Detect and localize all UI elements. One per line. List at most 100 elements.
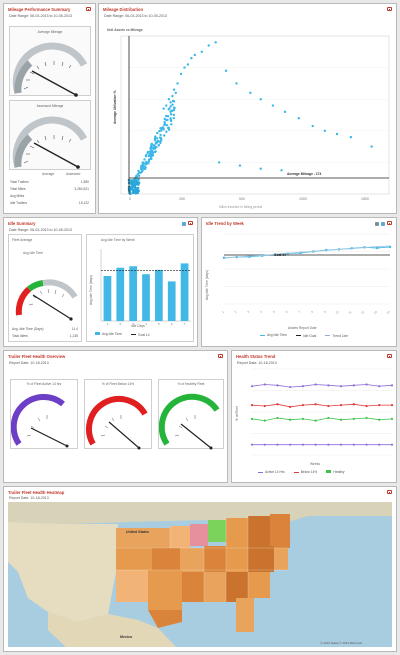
x-axis-caption: Miles traveled in billing period xyxy=(219,205,263,209)
health-point xyxy=(390,417,394,420)
x-tick: 3 xyxy=(132,322,134,326)
scatter-point xyxy=(143,165,147,169)
scatter-point xyxy=(163,134,166,137)
stat-label: Idle Trailers xyxy=(10,201,28,205)
x-tick: 7 xyxy=(297,310,301,314)
scatter-point xyxy=(176,82,179,85)
health-point xyxy=(301,443,305,446)
legend-item: Idle Goal xyxy=(296,334,316,338)
export-icon[interactable] xyxy=(387,7,392,11)
gauge-label: Average Mileage xyxy=(37,30,63,34)
scatter-point xyxy=(335,132,339,136)
health-point xyxy=(339,404,343,407)
export-icon[interactable] xyxy=(387,490,392,494)
scatter-point xyxy=(200,50,203,53)
x-tick: 1 xyxy=(221,310,225,314)
health-trend-chart xyxy=(250,368,394,456)
scatter-point xyxy=(323,129,327,132)
health-point xyxy=(263,404,266,408)
export-icon[interactable] xyxy=(387,221,392,225)
idle-bar-chart-box: Avg Idle Time by Week 1 2 3 4 5 6 7 Avg Idle T… xyxy=(86,234,194,342)
assessed-mileage-gauge: Assessed Mileage xyxy=(9,100,91,170)
scatter-point xyxy=(153,137,157,140)
health-point xyxy=(289,443,292,446)
legend-label: Healthy xyxy=(333,469,345,474)
health-point xyxy=(339,385,343,388)
health-point xyxy=(327,384,330,387)
gauge-title: % of Fleet Below 14% xyxy=(101,382,135,386)
bar-x-label: Idle Days xyxy=(131,324,145,328)
legend-swatch xyxy=(293,471,299,473)
fleet-gauge-active: % of Fleet Active 14 hrs xyxy=(10,379,78,449)
scatter-point xyxy=(297,116,301,120)
export-icon[interactable] xyxy=(387,354,392,358)
heat-state xyxy=(204,546,226,572)
x-tick: 500 xyxy=(239,197,245,201)
trend-point xyxy=(299,251,302,254)
us-heatmap[interactable]: United States Mexico © 2013 Nokia © 2013… xyxy=(8,502,392,647)
health-legend: Active 14 Hrs Below 14% Healthy xyxy=(258,469,353,474)
stat-row: Total Trailers 1,580 xyxy=(10,180,89,184)
legend-swatch xyxy=(95,332,100,335)
idle-bar xyxy=(155,269,163,321)
legend-swatch xyxy=(326,470,332,473)
grid-icon[interactable] xyxy=(375,222,379,226)
bar-legend: Avg Idle Time Goal 14 xyxy=(95,331,158,337)
legend-label: Trend Line xyxy=(332,333,349,338)
legend-item: Active 14 Hrs xyxy=(258,470,285,474)
health-point xyxy=(289,405,292,408)
health-point xyxy=(339,443,343,446)
canada-land xyxy=(8,502,392,524)
date-range: Date Range: 06-03-2013 to 10-05-2013 xyxy=(9,14,72,18)
health-point xyxy=(327,416,330,420)
average-utilization-label: Average Utilization % xyxy=(113,90,117,124)
scatter-point xyxy=(157,144,160,147)
scatter-point xyxy=(137,171,141,174)
health-point xyxy=(276,384,279,387)
heat-state xyxy=(116,528,170,548)
export-icon[interactable] xyxy=(86,7,91,11)
health-point xyxy=(365,443,368,446)
health-point xyxy=(314,383,317,386)
scatter-point xyxy=(172,88,176,91)
legend-item: Goal 14 xyxy=(131,333,150,337)
scatter-point xyxy=(172,113,175,117)
stat-row: Avg Miles xyxy=(10,194,89,198)
scatter-point xyxy=(151,151,154,154)
scatter-point xyxy=(145,160,148,164)
legend-label: Below 14% xyxy=(300,470,318,475)
stat-label: Total Miles xyxy=(10,187,26,191)
info-icon[interactable] xyxy=(182,222,186,226)
health-y-label: % of Fleet xyxy=(235,406,239,421)
x-tick: 14 xyxy=(386,310,391,315)
scatter-point xyxy=(154,141,158,144)
health-point xyxy=(276,416,279,420)
scatter-point xyxy=(170,123,173,126)
x-tick: 7 xyxy=(184,322,186,326)
scatter-point xyxy=(130,187,134,190)
gulf-water xyxy=(158,624,236,647)
stat-value: 1,580 xyxy=(80,180,89,184)
heat-state xyxy=(204,572,226,602)
export-icon[interactable] xyxy=(188,221,193,225)
legend-label: Goal 14 xyxy=(138,332,150,337)
x-tick: 5 xyxy=(158,322,160,326)
health-status-panel: Health Status Trend Report Date: 10-18-2… xyxy=(231,350,397,483)
scatter-point xyxy=(147,154,151,158)
scatter-point xyxy=(167,98,171,101)
gauge-caption-assessed: Assessed xyxy=(66,172,81,176)
info-icon[interactable] xyxy=(381,222,385,226)
idle-bar xyxy=(167,281,176,321)
trend-legend: Avg Idle Time Idle Goal Trend Line xyxy=(260,332,356,338)
scatter-point xyxy=(145,153,148,157)
scatter-point xyxy=(283,110,287,114)
idle-bar xyxy=(116,267,125,321)
panel-title: Health Status Trend xyxy=(236,354,276,359)
export-icon[interactable] xyxy=(218,354,223,358)
scatter-point xyxy=(159,133,162,137)
health-point xyxy=(327,443,330,446)
gauge-dial xyxy=(159,393,220,450)
health-point xyxy=(250,404,254,407)
scatter-point xyxy=(311,124,314,128)
health-point xyxy=(263,443,266,446)
